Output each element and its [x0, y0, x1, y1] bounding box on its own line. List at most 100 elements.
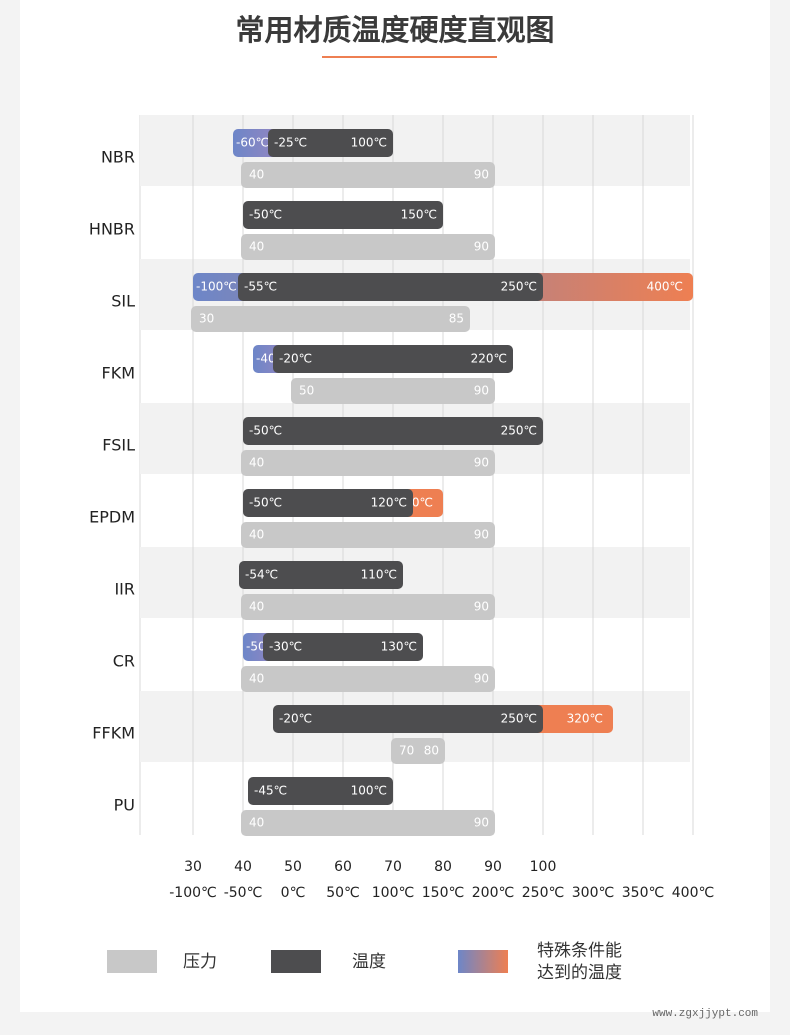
hardness-low-label: 40 — [249, 528, 264, 542]
temperature-high-label: 250℃ — [501, 712, 537, 726]
hardness-high-label: 90 — [474, 456, 489, 470]
legend-swatch — [458, 950, 508, 973]
legend-label: 压力 — [183, 952, 217, 972]
special-low-label: -100℃ — [196, 280, 237, 294]
temperature-bar — [238, 273, 543, 301]
hardness-bar — [241, 162, 495, 188]
temperature-low-label: -20℃ — [279, 712, 312, 726]
legend-swatch — [107, 950, 157, 973]
hardness-bar — [241, 666, 495, 692]
temperature-bar — [243, 201, 443, 229]
temperature-low-label: -55℃ — [244, 280, 277, 294]
hardness-bar — [241, 594, 495, 620]
hardness-high-label: 90 — [474, 816, 489, 830]
x2-tick-label: 100℃ — [372, 885, 414, 901]
x2-tick-label: 50℃ — [326, 885, 360, 901]
hardness-low-label: 30 — [199, 312, 214, 326]
x-tick-label: 50 — [284, 859, 302, 875]
temperature-high-label: 120℃ — [371, 496, 407, 510]
special-low-label: -60℃ — [236, 136, 269, 150]
hardness-bar — [241, 810, 495, 836]
x-tick-label: 60 — [334, 859, 352, 875]
hardness-bar — [241, 450, 495, 476]
x-tick-label: 40 — [234, 859, 252, 875]
hardness-high-label: 90 — [474, 240, 489, 254]
temperature-low-label: -45℃ — [254, 784, 287, 798]
x2-tick-label: 250℃ — [522, 885, 564, 901]
category-label: HNBR — [89, 220, 135, 239]
temperature-bar — [248, 777, 393, 805]
temperature-low-label: -50℃ — [249, 424, 282, 438]
hardness-bar — [291, 378, 495, 404]
hardness-bar — [241, 522, 495, 548]
temperature-high-label: 130℃ — [381, 640, 417, 654]
temperature-bar — [263, 633, 423, 661]
hardness-low-label: 40 — [249, 168, 264, 182]
temperature-high-label: 250℃ — [501, 424, 537, 438]
category-label: SIL — [111, 292, 135, 311]
legend-label: 特殊条件能达到的温度 — [537, 941, 622, 983]
hardness-high-label: 90 — [474, 384, 489, 398]
hardness-low-label: 40 — [249, 456, 264, 470]
chart-title: 常用材质温度硬度直观图 — [235, 13, 554, 47]
temperature-low-label: -25℃ — [274, 136, 307, 150]
x-tick-label: 70 — [384, 859, 402, 875]
temperature-bar — [273, 345, 513, 373]
hardness-bar — [191, 306, 470, 332]
category-label: PU — [114, 796, 135, 815]
temperature-bar — [243, 489, 413, 517]
temperature-high-label: 220℃ — [471, 352, 507, 366]
x2-tick-label: 150℃ — [422, 885, 464, 901]
temperature-high-label: 150℃ — [401, 208, 437, 222]
temperature-high-label: 250℃ — [501, 280, 537, 294]
x2-tick-label: -50℃ — [224, 885, 263, 901]
temperature-low-label: -20℃ — [279, 352, 312, 366]
hardness-high-label: 80 — [424, 744, 439, 758]
hardness-low-label: 40 — [249, 816, 264, 830]
temperature-low-label: -50℃ — [249, 496, 282, 510]
hardness-high-label: 90 — [474, 672, 489, 686]
category-label: NBR — [101, 148, 135, 167]
hardness-low-label: 50 — [299, 384, 314, 398]
x2-tick-label: 350℃ — [622, 885, 664, 901]
temperature-low-label: -30℃ — [269, 640, 302, 654]
hardness-bar — [241, 234, 495, 260]
legend-label: 温度 — [352, 952, 386, 972]
x-tick-label: 30 — [184, 859, 202, 875]
category-label: FFKM — [92, 724, 135, 743]
temperature-low-label: -50℃ — [249, 208, 282, 222]
hardness-bar — [391, 738, 445, 764]
x2-tick-label: 0℃ — [281, 885, 306, 901]
x2-tick-label: 200℃ — [472, 885, 514, 901]
hardness-high-label: 90 — [474, 600, 489, 614]
category-label: CR — [113, 652, 135, 671]
temperature-low-label: -54℃ — [245, 568, 278, 582]
temperature-high-label: 110℃ — [361, 568, 397, 582]
special-bar — [529, 705, 613, 733]
hardness-low-label: 40 — [249, 600, 264, 614]
hardness-low-label: 40 — [249, 240, 264, 254]
temperature-bar — [268, 129, 393, 157]
temperature-high-label: 100℃ — [351, 784, 387, 798]
temperature-bar — [273, 705, 543, 733]
category-label: IIR — [114, 580, 135, 599]
temperature-bar — [243, 417, 543, 445]
hardness-high-label: 85 — [449, 312, 464, 326]
category-label: FSIL — [102, 436, 135, 455]
watermark: www.zgxjjypt.com — [652, 1008, 758, 1020]
temperature-bar — [239, 561, 403, 589]
x2-tick-label: -100℃ — [169, 885, 217, 901]
x2-tick-label: 400℃ — [672, 885, 714, 901]
legend-swatch — [271, 950, 321, 973]
hardness-low-label: 40 — [249, 672, 264, 686]
special-high-label: 320℃ — [567, 712, 603, 726]
x2-tick-label: 300℃ — [572, 885, 614, 901]
category-label: FKM — [102, 364, 136, 383]
temperature-high-label: 100℃ — [351, 136, 387, 150]
special-high-label: 400℃ — [647, 280, 683, 294]
x-tick-label: 80 — [434, 859, 452, 875]
category-label: EPDM — [89, 508, 135, 527]
x-tick-label: 90 — [484, 859, 502, 875]
